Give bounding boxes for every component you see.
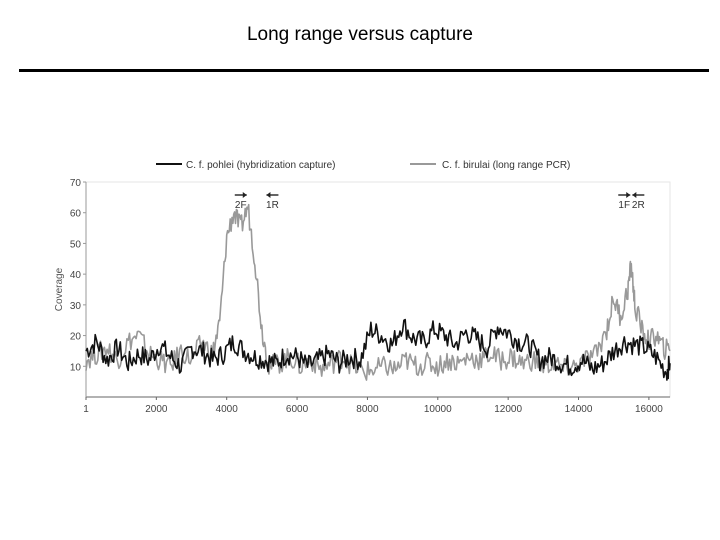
y-tick-label: 10 bbox=[70, 362, 82, 373]
legend-label: C. f. pohlei (hybridization capture) bbox=[186, 160, 336, 171]
primer-arrow-head bbox=[242, 192, 247, 198]
x-tick-label: 2000 bbox=[145, 404, 168, 415]
primer-arrow-head bbox=[632, 192, 637, 198]
primer-label: 2R bbox=[632, 200, 645, 211]
y-tick-label: 50 bbox=[70, 239, 82, 250]
series-line-pohlei bbox=[85, 318, 671, 381]
x-tick-label: 4000 bbox=[216, 404, 239, 415]
series-line-birulai bbox=[85, 203, 671, 381]
primer-label: 1F bbox=[618, 200, 630, 211]
x-tick-label: 16000 bbox=[635, 404, 663, 415]
slide-title: Long range versus capture bbox=[246, 24, 474, 45]
y-tick-label: 70 bbox=[70, 178, 82, 189]
x-tick-label: 14000 bbox=[565, 404, 593, 415]
x-tick-label: 10000 bbox=[424, 404, 452, 415]
x-tick-label: 12000 bbox=[494, 404, 522, 415]
primer-arrow-head bbox=[266, 192, 271, 198]
title-divider bbox=[19, 69, 709, 72]
x-tick-label: 6000 bbox=[286, 404, 309, 415]
y-tick-label: 40 bbox=[70, 270, 82, 281]
primer-annotations: 2F 1R 1F 2R bbox=[234, 192, 645, 211]
y-tick-label: 20 bbox=[70, 332, 82, 343]
primer-arrow-head bbox=[626, 192, 631, 198]
legend: C. f. pohlei (hybridization capture) C. f… bbox=[156, 160, 570, 171]
y-axis-label: Coverage bbox=[54, 267, 65, 311]
primer-label: 2F bbox=[235, 200, 247, 211]
series-layer bbox=[85, 203, 671, 381]
legend-label: C. f. birulai (long range PCR) bbox=[442, 160, 570, 171]
axes: 1 2000 4000 6000 8000 10000 12000 14000 16000102… bbox=[54, 178, 670, 415]
y-tick-label: 30 bbox=[70, 301, 82, 312]
x-tick-label: 8000 bbox=[356, 404, 379, 415]
x-tick-label: 1 bbox=[83, 404, 89, 415]
y-tick-label: 60 bbox=[70, 209, 82, 220]
primer-label: 1R bbox=[266, 200, 279, 211]
